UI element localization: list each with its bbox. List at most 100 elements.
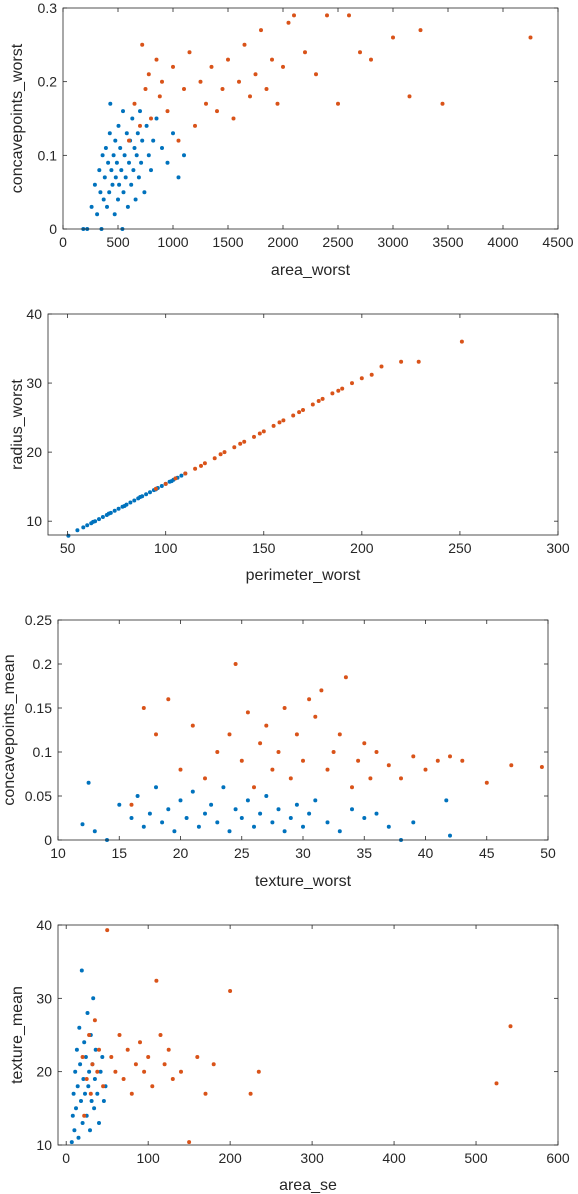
data-point bbox=[369, 372, 374, 377]
data-point bbox=[182, 87, 186, 91]
data-point bbox=[281, 418, 286, 423]
data-point bbox=[211, 1062, 216, 1067]
data-point bbox=[86, 780, 91, 785]
data-point bbox=[84, 1077, 89, 1081]
data-point bbox=[142, 190, 147, 195]
data-point bbox=[93, 1047, 98, 1052]
data-point bbox=[256, 1069, 261, 1074]
data-point bbox=[97, 1047, 101, 1052]
data-point bbox=[138, 495, 143, 499]
data-point bbox=[109, 168, 114, 173]
data-point bbox=[173, 476, 178, 481]
y-axis-label: concavepoints_worst bbox=[9, 43, 26, 193]
x-tick-label: 100 bbox=[136, 1150, 160, 1166]
y-axis-label: texture_mean bbox=[9, 986, 26, 1084]
data-point bbox=[182, 153, 186, 158]
data-point bbox=[89, 204, 94, 209]
data-point bbox=[116, 197, 120, 202]
data-point bbox=[340, 386, 345, 391]
data-point bbox=[203, 811, 207, 816]
data-point bbox=[119, 168, 124, 173]
data-point bbox=[154, 116, 159, 121]
series-1 bbox=[81, 101, 186, 231]
data-point bbox=[92, 182, 97, 187]
y-tick-label: 0 bbox=[49, 221, 57, 237]
data-point bbox=[494, 1081, 499, 1086]
y-tick-label: 40 bbox=[26, 306, 42, 322]
data-point bbox=[319, 688, 324, 693]
series-2 bbox=[80, 928, 513, 1145]
data-point bbox=[204, 101, 208, 106]
data-point bbox=[154, 57, 159, 62]
data-point bbox=[271, 423, 276, 428]
data-point bbox=[135, 131, 140, 136]
data-point bbox=[336, 388, 341, 393]
data-point bbox=[69, 1140, 74, 1145]
data-point bbox=[95, 1069, 100, 1074]
series-2 bbox=[127, 13, 533, 143]
data-point bbox=[92, 1018, 97, 1023]
data-point bbox=[288, 776, 293, 781]
series-1 bbox=[66, 471, 188, 538]
y-tick-label: 10 bbox=[26, 513, 42, 529]
data-point bbox=[116, 123, 121, 128]
data-point bbox=[92, 829, 97, 834]
data-point bbox=[190, 789, 195, 794]
data-point bbox=[166, 807, 171, 812]
data-point bbox=[66, 533, 71, 538]
data-point bbox=[159, 484, 164, 488]
data-point bbox=[291, 413, 296, 418]
data-point bbox=[169, 479, 174, 484]
data-point bbox=[70, 1113, 75, 1118]
data-point bbox=[245, 798, 250, 803]
data-point bbox=[310, 402, 315, 407]
data-point bbox=[187, 1140, 192, 1145]
data-point bbox=[448, 833, 452, 838]
data-point bbox=[281, 64, 285, 69]
data-point bbox=[337, 829, 342, 834]
data-point bbox=[277, 420, 282, 425]
data-point bbox=[212, 456, 217, 461]
data-point bbox=[258, 811, 263, 816]
data-point bbox=[170, 1077, 175, 1081]
y-tick-label: 0.3 bbox=[38, 0, 58, 16]
data-point bbox=[232, 445, 237, 450]
data-point bbox=[74, 1106, 78, 1111]
data-point bbox=[101, 197, 106, 202]
data-point bbox=[195, 1055, 200, 1059]
data-point bbox=[199, 463, 203, 468]
data-point bbox=[313, 714, 318, 719]
data-point bbox=[132, 498, 137, 503]
data-point bbox=[87, 1069, 92, 1074]
data-point bbox=[166, 697, 171, 702]
data-point bbox=[97, 517, 101, 522]
data-point bbox=[89, 1099, 94, 1103]
y-tick-label: 0.2 bbox=[38, 74, 58, 90]
data-point bbox=[313, 798, 318, 803]
data-point bbox=[121, 109, 125, 114]
data-point bbox=[118, 146, 123, 150]
data-point bbox=[190, 723, 195, 728]
data-point bbox=[100, 515, 105, 519]
x-tick-label: 3000 bbox=[377, 234, 408, 250]
data-point bbox=[121, 1077, 126, 1081]
data-point bbox=[369, 57, 373, 62]
data-point bbox=[350, 785, 354, 790]
y-tick-label: 0.2 bbox=[33, 656, 53, 672]
data-point bbox=[307, 811, 312, 816]
data-point bbox=[336, 101, 340, 106]
y-tick-label: 0.1 bbox=[33, 744, 53, 760]
data-point bbox=[101, 1084, 106, 1089]
data-point bbox=[193, 123, 197, 128]
data-point bbox=[222, 450, 227, 455]
data-point bbox=[125, 204, 130, 209]
data-point bbox=[101, 1099, 106, 1103]
data-point bbox=[239, 758, 244, 763]
data-point bbox=[75, 1084, 80, 1089]
data-point bbox=[270, 767, 275, 772]
x-tick-label: 15 bbox=[111, 845, 127, 861]
data-point bbox=[129, 816, 134, 820]
data-point bbox=[275, 101, 280, 106]
data-point bbox=[148, 490, 152, 495]
data-point bbox=[233, 662, 238, 666]
